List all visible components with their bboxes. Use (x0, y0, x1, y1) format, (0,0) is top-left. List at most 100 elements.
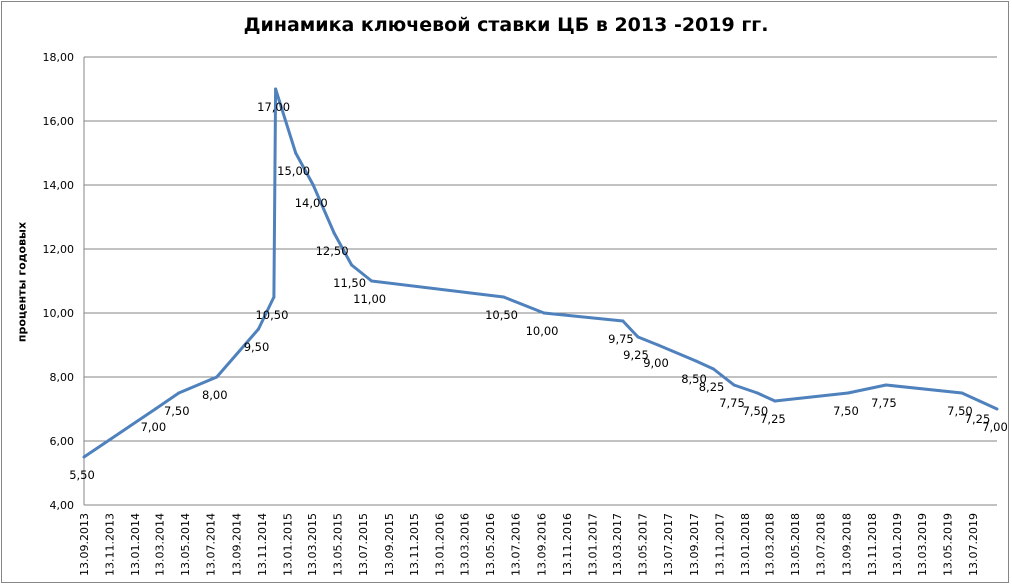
data-label: 9,25 (623, 348, 649, 362)
x-tick-label: 13.07.2018 (814, 513, 827, 576)
y-tick-label: 4,00 (50, 499, 75, 512)
x-tick-label: 13.01.2016 (434, 513, 447, 576)
y-tick-label: 6,00 (50, 435, 75, 448)
x-tick-label: 13.07.2017 (662, 513, 675, 576)
x-tick-label: 13.09.2013 (78, 513, 91, 576)
data-point (656, 343, 660, 347)
x-tick-label: 13.11.2013 (103, 513, 116, 576)
data-point (636, 335, 640, 339)
data-point (332, 231, 336, 235)
data-point (274, 87, 278, 91)
chart-title: Динамика ключевой ставки ЦБ в 2013 -2019… (243, 14, 769, 36)
x-tick-label: 13.05.2015 (331, 513, 344, 576)
data-point (311, 183, 315, 187)
data-point (712, 367, 716, 371)
data-label: 17,00 (257, 100, 290, 114)
x-tick-label: 13.03.2016 (459, 513, 472, 576)
x-tick-label: 13.03.2019 (916, 513, 929, 576)
data-point (884, 383, 888, 387)
data-label: 10,00 (526, 324, 559, 338)
data-label: 7,50 (743, 404, 769, 418)
data-point (215, 375, 219, 379)
data-point (694, 359, 698, 363)
y-tick-label: 16,00 (43, 115, 75, 128)
x-tick-label: 13.03.2015 (306, 513, 319, 576)
x-tick-label: 13.05.2018 (789, 513, 802, 576)
data-label: 7,75 (871, 396, 897, 410)
data-label: 12,50 (316, 244, 349, 258)
data-label: 7,50 (833, 404, 859, 418)
data-point (153, 407, 157, 411)
data-label: 10,50 (485, 308, 518, 322)
x-tick-label: 13.09.2018 (840, 513, 853, 576)
data-point (755, 391, 759, 395)
data-label: 9,75 (608, 332, 634, 346)
x-tick-label: 13.11.2015 (408, 513, 421, 576)
data-point (995, 407, 999, 411)
x-tick-label: 13.01.2014 (129, 513, 142, 576)
data-point (773, 399, 777, 403)
x-tick-label: 13.05.2014 (179, 513, 192, 576)
x-tick-label: 13.07.2016 (510, 513, 523, 576)
x-tick-label: 13.03.2017 (611, 513, 624, 576)
data-point (960, 391, 964, 395)
data-point (272, 295, 276, 299)
data-label: 7,75 (719, 396, 745, 410)
y-tick-label: 8,00 (50, 371, 75, 384)
data-label: 7,00 (141, 420, 167, 434)
data-label: 15,00 (277, 164, 310, 178)
x-tick-label: 13.11.2014 (256, 513, 269, 576)
x-tick-label: 13.09.2014 (230, 513, 243, 576)
data-label: 9,50 (244, 340, 270, 354)
data-point (542, 311, 546, 315)
data-label: 10,50 (255, 308, 288, 322)
data-label: 11,50 (333, 276, 366, 290)
data-point (82, 455, 86, 459)
y-tick-label: 18,00 (43, 51, 75, 64)
data-label: 5,50 (69, 468, 95, 482)
data-label: 7,25 (965, 412, 991, 426)
data-label: 14,00 (295, 196, 328, 210)
data-label: 7,50 (947, 404, 973, 418)
x-tick-label: 13.09.2015 (383, 513, 396, 576)
x-tick-label: 13.07.2014 (204, 513, 217, 576)
data-label: 8,50 (681, 372, 707, 386)
y-tick-label: 14,00 (43, 179, 75, 192)
x-tick-label: 13.03.2018 (763, 513, 776, 576)
x-tick-label: 13.09.2016 (536, 513, 549, 576)
x-tick-label: 13.11.2018 (866, 513, 879, 576)
data-point (977, 399, 981, 403)
x-tick-label: 13.11.2017 (713, 513, 726, 576)
data-point (502, 295, 506, 299)
x-tick-label: 13.11.2016 (561, 513, 574, 576)
data-point (732, 383, 736, 387)
data-point (177, 391, 181, 395)
data-label: 7,25 (760, 412, 786, 426)
data-label: 9,00 (643, 356, 669, 370)
x-tick-label: 13.07.2019 (967, 513, 980, 576)
x-tick-label: 13.03.2014 (154, 513, 167, 576)
data-label: 7,00 (982, 420, 1008, 434)
x-tick-label: 13.01.2019 (891, 513, 904, 576)
data-point (621, 319, 625, 323)
data-label: 8,25 (699, 380, 725, 394)
x-tick-label: 13.01.2018 (739, 513, 752, 576)
y-tick-label: 10,00 (43, 307, 75, 320)
data-label: 8,00 (202, 388, 228, 402)
data-point (294, 151, 298, 155)
x-tick-label: 13.05.2019 (941, 513, 954, 576)
x-tick-label: 13.01.2017 (586, 513, 599, 576)
data-label: 11,00 (353, 292, 386, 306)
data-point (370, 279, 374, 283)
x-tick-label: 13.01.2015 (281, 513, 294, 576)
data-label: 7,50 (164, 404, 190, 418)
x-tick-label: 13.07.2015 (357, 513, 370, 576)
x-tick-label: 13.05.2016 (484, 513, 497, 576)
data-point (846, 391, 850, 395)
x-tick-label: 13.09.2017 (688, 513, 701, 576)
data-point (350, 263, 354, 267)
data-point (257, 327, 261, 331)
x-tick-label: 13.05.2017 (637, 513, 650, 576)
